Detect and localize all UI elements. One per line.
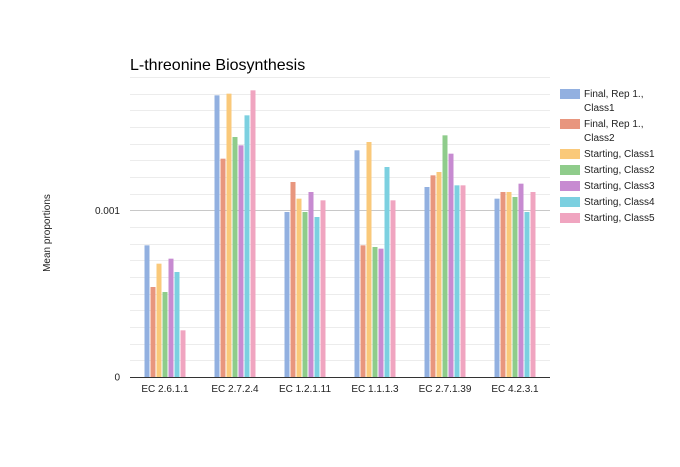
chart-title: L-threonine Biosynthesis [130, 57, 305, 74]
legend-label: Starting, Class5 [584, 213, 655, 224]
bar-1-series-3 [156, 263, 162, 377]
legend-swatch [560, 181, 580, 191]
legend-swatch [560, 89, 580, 99]
legend-swatch [560, 165, 580, 175]
bar-1-series-1 [144, 245, 150, 377]
bar-2-series-4 [232, 137, 238, 377]
bar-3-series-5 [308, 192, 314, 377]
legend-label: Class1 [584, 103, 615, 114]
bar-3-series-2 [290, 182, 296, 377]
gridlines [130, 77, 550, 361]
bar-6-series-7 [530, 192, 536, 377]
bar-5-series-3 [436, 172, 442, 377]
bar-4-series-3 [366, 142, 372, 377]
bar-2-series-6 [244, 115, 250, 377]
x-tick-label: EC 1.2.1.11 [279, 384, 332, 395]
legend-label: Starting, Class3 [584, 181, 655, 192]
legend-label: Final, Rep 1., [584, 119, 643, 130]
bar-3-series-6 [314, 217, 320, 377]
bar-1-series-6 [174, 272, 180, 377]
y-tick-label: 0 [114, 373, 120, 384]
legend-swatch [560, 197, 580, 207]
bar-6-series-5 [518, 183, 524, 377]
bar-2-series-5 [238, 145, 244, 377]
x-tick-label: EC 2.6.1.1 [141, 384, 189, 395]
y-axis-label: Mean proportions [42, 194, 53, 272]
legend-label: Starting, Class2 [584, 165, 655, 176]
legend-swatch [560, 119, 580, 129]
bar-6-series-2 [500, 192, 506, 377]
bars [144, 90, 536, 378]
x-tick-label: EC 2.7.2.4 [211, 384, 259, 395]
bar-3-series-4 [302, 212, 308, 377]
bar-3-series-1 [284, 212, 290, 377]
bar-2-series-1 [214, 95, 220, 377]
bar-6-series-1 [494, 198, 500, 377]
bar-5-series-1 [424, 187, 430, 377]
bar-5-series-7 [460, 185, 466, 377]
x-tick-label: EC 4.2.3.1 [491, 384, 539, 395]
bar-4-series-6 [384, 167, 390, 377]
legend-label: Final, Rep 1., [584, 89, 643, 100]
bar-2-series-3 [226, 93, 232, 378]
legend-swatch [560, 149, 580, 159]
bar-1-series-7 [180, 330, 186, 377]
legend-swatch [560, 213, 580, 223]
bar-3-series-7 [320, 200, 326, 377]
legend-label: Class2 [584, 133, 615, 144]
bar-4-series-1 [354, 150, 360, 377]
legend-label: Starting, Class4 [584, 197, 655, 208]
x-tick-label: EC 2.7.1.39 [419, 384, 472, 395]
x-tick-label: EC 1.1.1.3 [351, 384, 399, 395]
y-tick-label: 0.001 [95, 206, 120, 217]
bar-6-series-3 [506, 192, 512, 377]
bar-4-series-7 [390, 200, 396, 377]
bar-2-series-2 [220, 158, 226, 377]
y-tick-labels: 0 0.001 [95, 206, 120, 384]
bar-1-series-5 [168, 258, 174, 377]
bar-3-series-3 [296, 198, 302, 377]
bar-2-series-7 [250, 90, 256, 377]
bar-1-series-2 [150, 287, 156, 377]
bar-5-series-5 [448, 153, 454, 377]
bar-4-series-5 [378, 248, 384, 377]
bar-6-series-6 [524, 212, 530, 377]
bar-5-series-4 [442, 135, 448, 377]
bar-6-series-4 [512, 197, 518, 377]
bar-5-series-2 [430, 175, 436, 377]
bar-1-series-4 [162, 292, 168, 377]
bar-5-series-6 [454, 185, 460, 377]
legend-label: Starting, Class1 [584, 149, 655, 160]
bar-4-series-4 [372, 247, 378, 377]
bar-4-series-2 [360, 245, 366, 377]
legend: Final, Rep 1., Class1 Final, Rep 1., Class2… [560, 89, 655, 224]
x-tick-labels: EC 2.6.1.1 EC 2.7.2.4 EC 1.2.1.11 EC 1.1.1.… [141, 384, 539, 395]
